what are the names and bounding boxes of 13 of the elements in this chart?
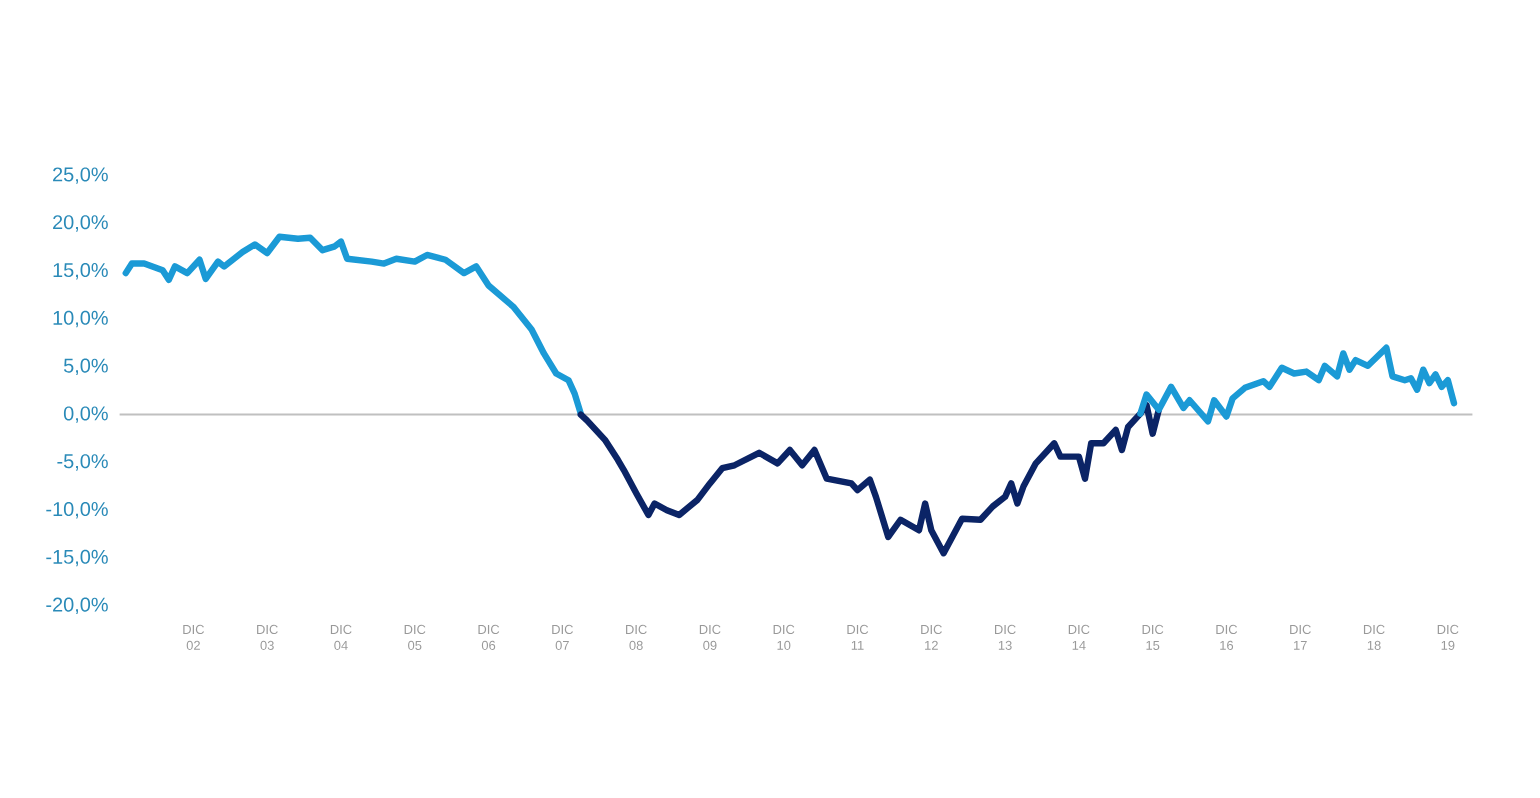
y-tick-label: 25,0%: [53, 167, 108, 184]
y-tick-label: -15,0%: [46, 549, 108, 567]
y-tick-label: -20,0%: [46, 597, 108, 615]
y-tick-label: 10,0%: [53, 310, 108, 328]
line-series: [577, 401, 1163, 557]
y-tick-label: 5,0%: [63, 358, 108, 376]
y-tick-label: 0,0%: [63, 406, 108, 423]
y-tick-label: -5,0%: [57, 454, 108, 471]
y-tick-label: 20,0%: [53, 215, 108, 232]
y-tick-label: -10,0%: [46, 501, 108, 519]
y-tick-label: 15,0%: [53, 262, 108, 280]
line-series: [122, 233, 584, 417]
line-series: [1137, 344, 1458, 425]
